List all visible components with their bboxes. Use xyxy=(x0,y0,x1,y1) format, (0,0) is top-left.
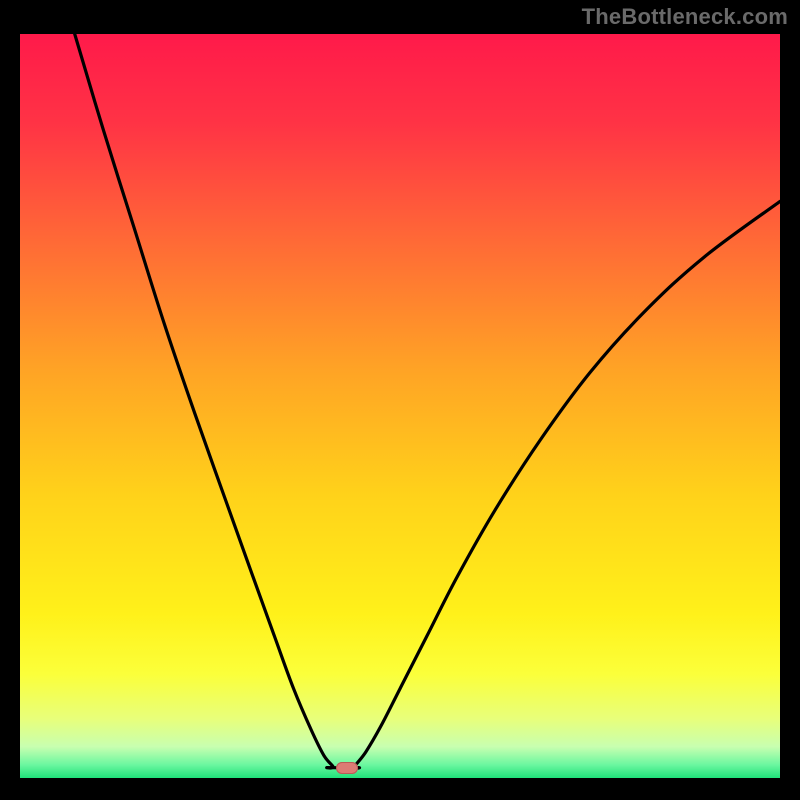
optimal-point-marker xyxy=(336,762,358,774)
watermark-text: TheBottleneck.com xyxy=(582,4,788,30)
plot-area xyxy=(20,34,780,778)
bottleneck-curve xyxy=(20,34,780,778)
chart-frame: TheBottleneck.com xyxy=(0,0,800,800)
